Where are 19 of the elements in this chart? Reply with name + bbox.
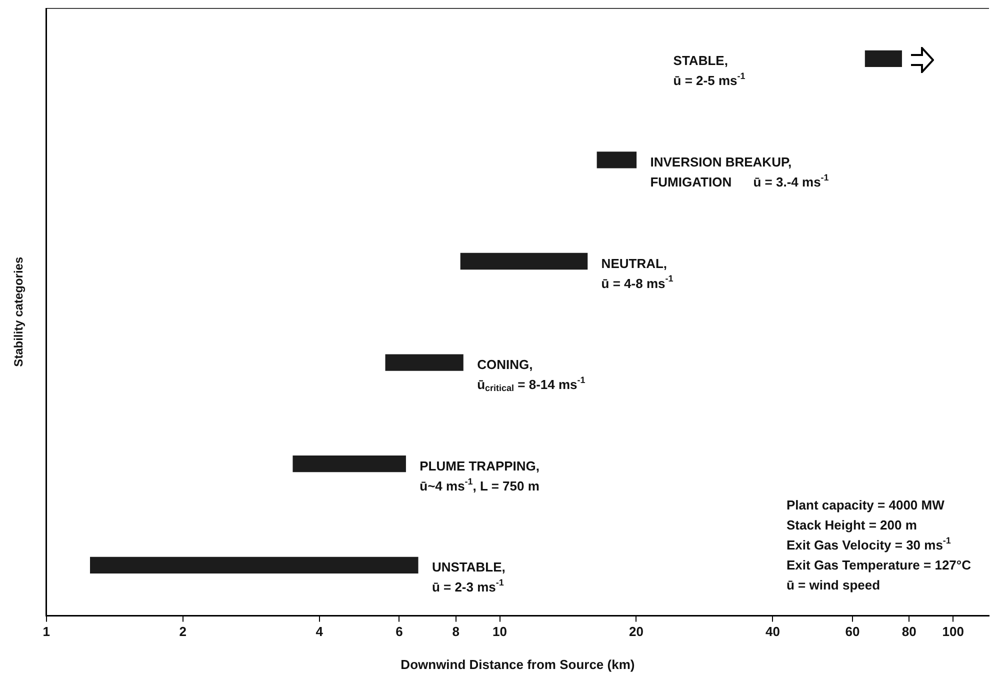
x-tick-label: 6 [396,624,403,640]
bar [90,556,418,574]
bar [385,354,464,371]
x-axis-title: Downwind Distance from Source (km) [400,656,635,672]
x-tick-label: 4 [316,624,324,640]
x-tick-label: 1 [42,624,50,640]
bar [460,252,588,270]
bar [864,50,902,67]
x-tick-label: 8 [452,624,460,640]
x-tick-label: 20 [628,624,644,640]
x-tick-label: 60 [845,624,860,640]
x-tick-label: 10 [492,624,507,640]
y-axis-title: Stability categories [12,256,26,367]
bar [292,456,406,472]
x-tick-label: 80 [902,624,916,640]
x-tick-label: 100 [942,624,964,640]
bar [596,152,637,168]
x-tick-label: 2 [179,624,186,640]
x-tick-label: 40 [765,624,780,640]
